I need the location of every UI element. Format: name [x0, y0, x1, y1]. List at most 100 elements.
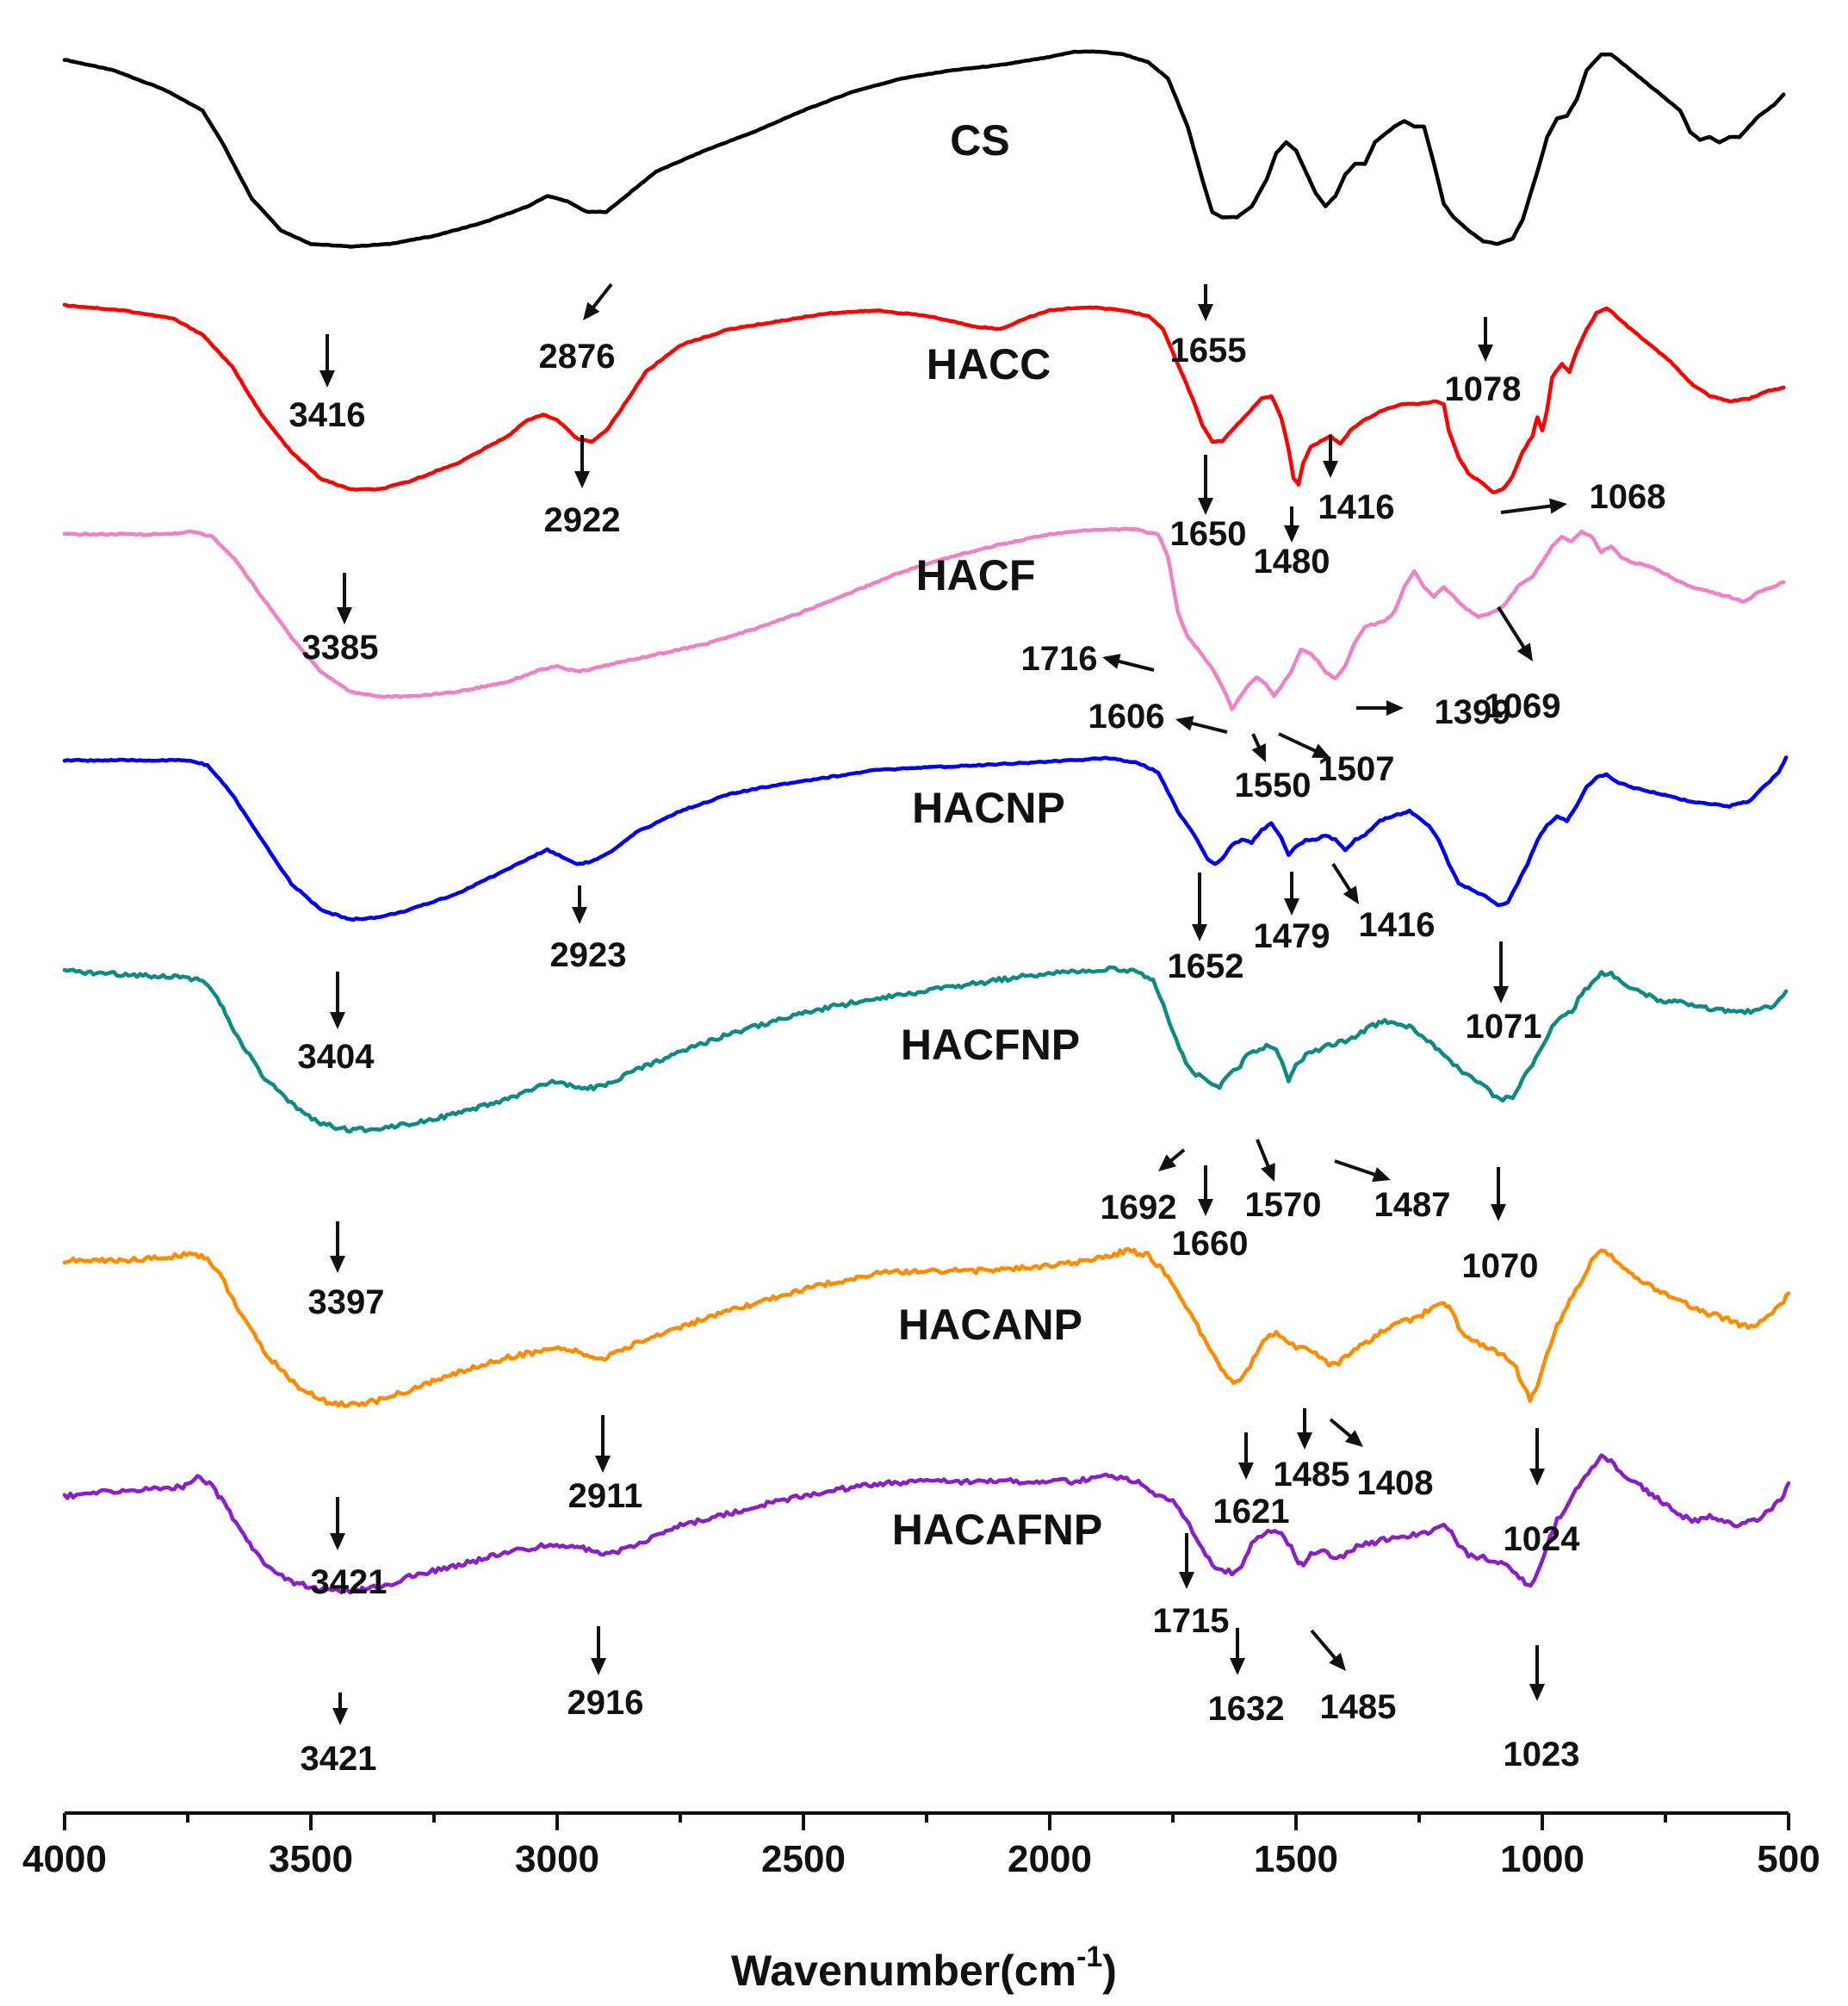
peak-hacf-1507-label: 1507: [1318, 750, 1395, 788]
series-label-hacf: HACF: [916, 551, 1036, 599]
peak-cs-1078-arrowhead: [1478, 345, 1493, 362]
peak-hacf-1716-arrow: [1112, 657, 1155, 672]
peak-hacanp-3421-arrowhead: [330, 1533, 345, 1550]
x-tick-label-4000: 4000: [22, 1838, 107, 1880]
peak-cs-1655-label: 1655: [1170, 332, 1247, 370]
peak-hacafnp-1632-label: 1632: [1208, 1690, 1285, 1728]
x-tick-label-2500: 2500: [761, 1838, 846, 1880]
peak-hacanp-1408-label: 1408: [1357, 1464, 1434, 1502]
peak-hacfnp-1692-arrowhead: [1158, 1154, 1177, 1171]
series-line-hacnp: [62, 755, 1789, 922]
series-line-hacafnp: [62, 1453, 1791, 1595]
peak-hacc-1416-arrowhead: [1323, 461, 1338, 478]
spectra-curves: [62, 49, 1791, 1595]
peak-hacafnp-1485-arrow: [1310, 1629, 1341, 1665]
series-line-hacc: [62, 302, 1786, 494]
peak-hacafnp-1485-arrowhead: [1329, 1652, 1346, 1671]
peak-hacfnp-1570-label: 1570: [1245, 1186, 1322, 1224]
peak-hacf-1507-arrowhead: [1312, 743, 1330, 758]
peak-hacc-1650-label: 1650: [1170, 515, 1247, 553]
peak-hacfnp-1660-arrowhead: [1198, 1199, 1213, 1216]
peak-cs-1078-label: 1078: [1445, 370, 1522, 408]
peak-hacnp-1479-label: 1479: [1254, 917, 1330, 955]
peak-hacc-2922-arrowhead: [574, 471, 590, 488]
peak-hacnp-1071-label: 1071: [1466, 1008, 1542, 1046]
peak-hacnp-1416-arrowhead: [1343, 885, 1359, 904]
peak-hacfnp-1570-arrowhead: [1261, 1163, 1275, 1182]
peak-cs-2876-label: 2876: [539, 338, 616, 376]
peak-hacc-1416-label: 1416: [1318, 488, 1395, 526]
peak-hacanp-1485-label: 1485: [1274, 1456, 1350, 1494]
peak-hacc-2922-label: 2922: [544, 501, 621, 539]
peak-hacf-1716-arrowhead: [1102, 654, 1121, 669]
peak-hacnp-1071-arrowhead: [1493, 986, 1509, 1003]
peak-hacnp-1416-label: 1416: [1359, 906, 1436, 944]
peak-hacnp-2923-arrowhead: [572, 907, 587, 924]
peak-hacafnp-1632-arrowhead: [1230, 1658, 1245, 1675]
peak-hacanp-1024-label: 1024: [1504, 1520, 1581, 1558]
peak-hacanp-1621-label: 1621: [1213, 1493, 1290, 1531]
peak-hacf-1606-label: 1606: [1088, 698, 1165, 736]
peak-cs-3416-label: 3416: [289, 396, 366, 434]
x-axis-title: Wavenumber(cm-1): [731, 1941, 1117, 1995]
peak-hacfnp-3397-label: 3397: [308, 1283, 385, 1321]
peak-hacf-1507-arrow: [1278, 732, 1322, 755]
x-axis-title-superscript: -1: [1076, 1941, 1102, 1973]
peak-hacafnp-1023-arrowhead: [1529, 1684, 1545, 1701]
peak-hacnp-3404-arrowhead: [330, 1012, 345, 1029]
series-label-cs: CS: [950, 116, 1009, 165]
peak-hacf-1550-arrowhead: [1251, 743, 1266, 762]
peak-hacc-1650-arrowhead: [1198, 498, 1213, 515]
peak-hacanp-2911-arrowhead: [595, 1456, 611, 1473]
peak-hacc-3385-label: 3385: [302, 629, 379, 667]
peak-hacfnp-1487-label: 1487: [1374, 1186, 1451, 1224]
peak-hacafnp-2916-label: 2916: [567, 1684, 644, 1722]
peak-hacanp-3421-label: 3421: [311, 1563, 388, 1601]
peak-hacf-1716-label: 1716: [1021, 640, 1098, 678]
peak-hacfnp-1692-label: 1692: [1101, 1189, 1177, 1227]
peak-hacc-3385-arrowhead: [337, 607, 352, 624]
peak-hacf-1399-arrowhead: [1386, 700, 1404, 716]
peak-hacf-1399-label: 1399: [1435, 693, 1511, 731]
series-label-hacfnp: HACFNP: [901, 1021, 1080, 1069]
peak-hacfnp-1487-arrow: [1334, 1159, 1382, 1179]
series-label-hacanp: HACANP: [898, 1301, 1082, 1349]
peak-hacf-1606-arrow: [1185, 719, 1228, 734]
series-label-hacnp: HACNP: [912, 784, 1065, 832]
x-tick-label-3500: 3500: [269, 1838, 353, 1880]
x-tick-label-500: 500: [1757, 1838, 1820, 1880]
peak-hacc-1480-arrowhead: [1284, 525, 1299, 543]
peak-hacc-1068-arrowhead: [1549, 498, 1567, 514]
peak-hacnp-1652-arrowhead: [1192, 924, 1207, 941]
peak-hacfnp-3397-arrowhead: [330, 1256, 345, 1273]
peak-hacc-1068-label: 1068: [1590, 478, 1666, 516]
peak-hacafnp-1485-label: 1485: [1320, 1688, 1397, 1726]
peak-hacanp-2911-label: 2911: [568, 1477, 643, 1515]
series-line-cs: [62, 49, 1786, 249]
peak-cs-3416-arrowhead: [319, 370, 335, 388]
series-label-hacc: HACC: [927, 340, 1051, 388]
x-tick-label-2000: 2000: [1008, 1838, 1092, 1880]
peak-hacf-1069-arrowhead: [1516, 643, 1533, 661]
peak-hacanp-1485-arrowhead: [1297, 1432, 1312, 1450]
peak-hacanp-1024-arrowhead: [1529, 1469, 1545, 1486]
peak-hacanp-1621-arrowhead: [1238, 1463, 1254, 1480]
peak-hacf-1550-label: 1550: [1235, 767, 1312, 804]
peak-hacnp-1652-label: 1652: [1168, 947, 1244, 985]
peak-hacnp-2923-label: 2923: [550, 936, 627, 974]
peak-hacafnp-2916-arrowhead: [591, 1658, 606, 1675]
peak-hacfnp-1070-arrowhead: [1491, 1204, 1506, 1221]
x-tick-label-1000: 1000: [1500, 1838, 1584, 1880]
peak-hacf-1069-arrow: [1497, 606, 1529, 654]
peak-hacafnp-1715-arrowhead: [1179, 1572, 1194, 1589]
peak-hacf-1069-label: 1069: [1485, 687, 1561, 725]
series-line-hacfnp: [62, 965, 1789, 1133]
peak-hacanp-1408-arrowhead: [1344, 1430, 1363, 1447]
peak-hacf-1606-arrowhead: [1175, 716, 1194, 731]
x-tick-label-3000: 3000: [515, 1838, 599, 1880]
peak-hacafnp-1715-label: 1715: [1153, 1602, 1230, 1640]
peak-hacfnp-1070-label: 1070: [1462, 1247, 1539, 1285]
peak-cs-2876-arrowhead: [583, 301, 600, 320]
